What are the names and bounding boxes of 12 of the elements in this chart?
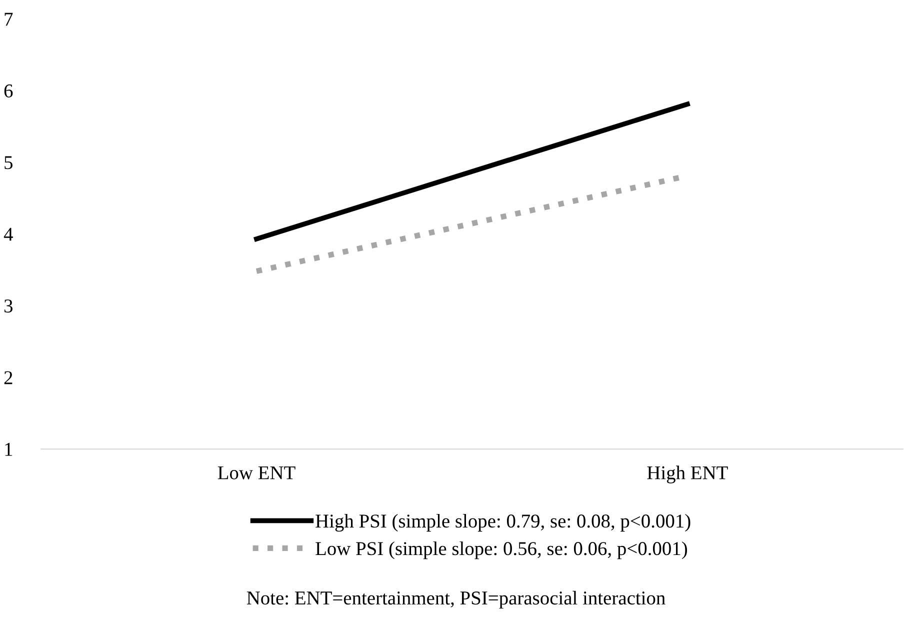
legend-label: High PSI (simple slope: 0.79, se: 0.08, p<0.001) (316, 514, 690, 532)
legend-label: Low PSI (simple slope: 0.56, se: 0.06, p<0.001) (316, 541, 688, 560)
x-tick-label: Low ENT (218, 466, 296, 480)
text: Note: ENT=entertainment, PSI=parasocial interaction (246, 590, 666, 609)
x-tick-label: High ENT (647, 466, 728, 484)
y-tick-label: 3 (4, 299, 13, 313)
y-tick-label: 4 (4, 228, 13, 241)
y-tick-label: 6 (4, 84, 13, 98)
y-tick-label: 5 (4, 156, 13, 170)
y-tick-label: 1 (5, 442, 12, 456)
y-tick-label: 2 (4, 371, 12, 384)
y-tick-label: 7 (4, 12, 13, 26)
